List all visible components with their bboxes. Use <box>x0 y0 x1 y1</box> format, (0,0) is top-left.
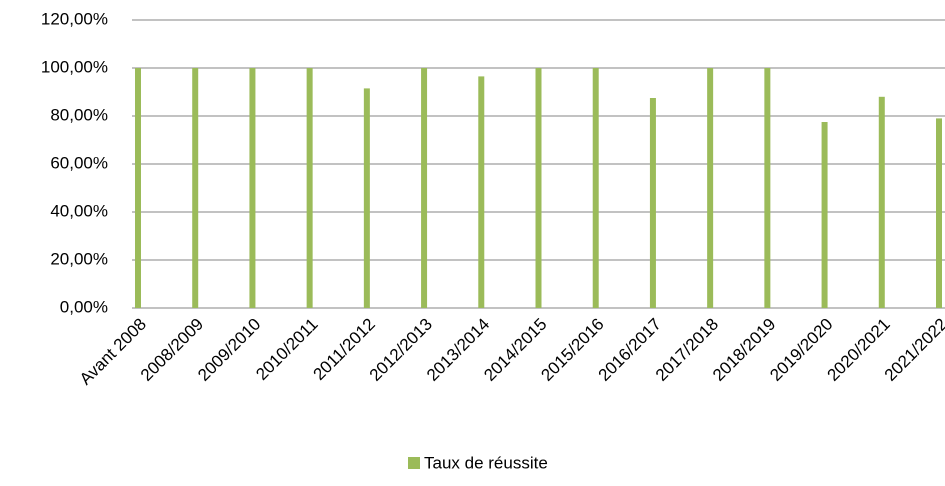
bar <box>249 68 256 308</box>
y-tick-label: 20,00% <box>50 249 108 268</box>
y-tick-label: 100,00% <box>41 57 108 76</box>
bar <box>821 122 828 308</box>
bar <box>421 68 428 308</box>
y-tick-label: 80,00% <box>50 105 108 124</box>
legend-label: Taux de réussite <box>424 453 548 472</box>
y-tick-label: 40,00% <box>50 201 108 220</box>
bar <box>592 68 599 308</box>
bar <box>535 68 542 308</box>
bar <box>936 118 942 309</box>
bar <box>649 98 656 308</box>
x-tick-label: 2009/2010 <box>194 315 264 385</box>
bar <box>878 96 885 308</box>
y-tick-label: 60,00% <box>50 153 108 172</box>
y-tick-label: 120,00% <box>41 9 108 28</box>
x-tick-label: Avant 2008 <box>76 315 150 389</box>
bar <box>764 68 771 308</box>
y-tick-label: 0,00% <box>60 297 108 316</box>
bar <box>363 88 370 309</box>
bar <box>478 76 485 309</box>
legend-swatch <box>408 457 420 469</box>
bar <box>707 68 714 308</box>
bar <box>192 68 199 308</box>
bar <box>306 68 313 308</box>
bar <box>135 68 141 308</box>
